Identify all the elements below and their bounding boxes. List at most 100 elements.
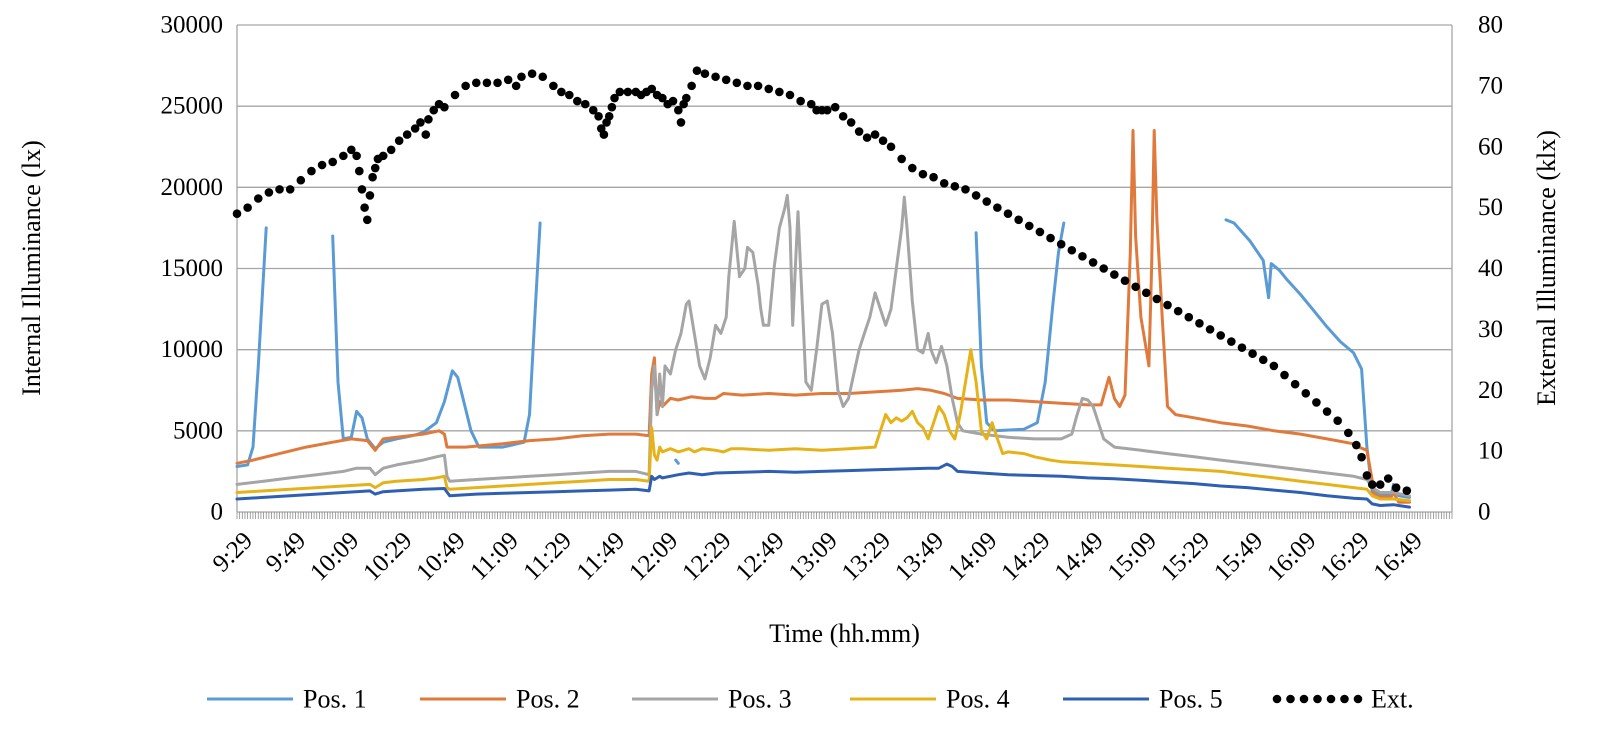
left-y-tick-label: 30000: [161, 12, 224, 39]
series-ext-point: [1357, 452, 1366, 462]
series-ext-point: [378, 151, 388, 161]
series-ext-point: [1351, 440, 1361, 450]
x-tick-label: 10:29: [358, 527, 417, 586]
left-y-axis: 0 5000 10000 15000 20000 25000 30000: [161, 12, 224, 526]
series-ext-point: [1344, 428, 1353, 438]
x-tick-label: 9:29: [208, 527, 259, 578]
series-ext-point: [296, 175, 306, 185]
series-ext-point: [1195, 318, 1204, 328]
x-tick-label: 16:29: [1315, 527, 1374, 586]
x-tick-label: 15:49: [1209, 527, 1268, 586]
series-ext-point: [580, 99, 590, 109]
series-pos-1-line: [1224, 218, 1411, 499]
x-tick-label: 14:09: [943, 527, 1002, 586]
series-ext-point: [1367, 480, 1377, 489]
series-ext-point: [1078, 252, 1087, 261]
series-ext-point: [615, 87, 625, 97]
series-ext-point: [796, 96, 805, 106]
series-ext-point: [674, 105, 683, 115]
series-ext-point: [360, 203, 369, 212]
x-tick-label: 15:09: [1103, 527, 1162, 586]
series-ext-point: [565, 90, 574, 100]
series-ext-point: [846, 118, 856, 127]
x-tick-label: 11:09: [465, 527, 524, 586]
series-ext-point: [1099, 264, 1109, 273]
legend: Pos. 1 Pos. 2 Pos. 3 Pos. 4 Pos. 5 Ext.: [207, 685, 1414, 714]
series-ext-point: [461, 81, 470, 91]
series-ext-point: [368, 172, 377, 182]
x-tick-label: 13:29: [837, 527, 896, 586]
series-ext-point: [854, 127, 864, 136]
right-y-tick-label: 70: [1478, 72, 1503, 99]
legend-label-pos-1: Pos. 1: [303, 685, 367, 714]
series-ext-point: [511, 81, 521, 91]
series-ext-point: [1056, 239, 1066, 249]
series-ext-point: [440, 102, 449, 112]
series-ext-point: [1362, 471, 1372, 480]
series-ext-point: [347, 145, 356, 155]
series-ext-point: [1312, 398, 1321, 407]
series-ext-point: [1237, 343, 1247, 352]
right-y-tick-label: 0: [1478, 499, 1491, 526]
series-ext-point: [982, 197, 992, 206]
series-ext-point: [676, 118, 686, 127]
series-ext-point: [822, 105, 832, 115]
series-ext-point: [1290, 379, 1300, 389]
right-y-tick-label: 30: [1478, 316, 1503, 343]
x-axis-title: Time (hh.mm): [769, 619, 920, 648]
series-ext-point: [386, 145, 396, 155]
series-ext-point: [416, 118, 425, 127]
series-ext-point: [1163, 300, 1172, 310]
series-ext-point: [753, 81, 763, 91]
series-ext-point: [1383, 474, 1393, 483]
series-ext-point: [482, 78, 492, 88]
series-ext-point: [806, 99, 816, 109]
series-ext-point: [607, 102, 617, 112]
series-ext-point: [743, 81, 752, 91]
plot-area: [232, 66, 1412, 509]
series-ext-point: [1152, 294, 1162, 304]
series-ext-point: [1322, 407, 1332, 416]
legend-swatch-ext: [1353, 694, 1363, 704]
series-ext-point: [370, 163, 380, 173]
legend-swatch-ext: [1286, 694, 1295, 704]
series-ext-point: [243, 203, 252, 212]
series-ext-point: [357, 185, 367, 194]
series-ext-point: [1046, 233, 1055, 243]
x-tick-label: 11:29: [518, 527, 577, 586]
series-ext-point: [1248, 349, 1257, 359]
left-y-tick-label: 15000: [161, 255, 224, 282]
x-tick-label: 12:09: [624, 527, 683, 586]
series-ext-point: [907, 163, 917, 173]
x-tick-label: 11:49: [572, 527, 631, 586]
series-ext-point: [285, 185, 295, 194]
series-pos-4-line: [235, 348, 1411, 503]
series-ext-point: [275, 185, 284, 194]
series-ext-point: [1184, 312, 1194, 322]
series-ext-point: [1301, 388, 1311, 398]
series-ext-point: [687, 81, 696, 91]
series-ext-point: [352, 151, 361, 161]
series-ext-point: [692, 66, 702, 75]
series-ext-point: [939, 178, 949, 188]
series-ext-point: [365, 191, 375, 200]
series-ext-point: [1227, 337, 1236, 346]
series-pos-1-line: [974, 221, 1066, 433]
series-ext-point: [1141, 288, 1151, 298]
series-ext-point: [711, 72, 720, 82]
legend-label-pos-4: Pos. 4: [946, 685, 1010, 714]
series-ext-point: [961, 185, 970, 194]
series-ext-point: [1088, 258, 1098, 267]
x-tick-label: 16:49: [1369, 527, 1428, 586]
series-ext-point: [538, 72, 548, 82]
series-ext-point: [362, 215, 372, 225]
series-ext-point: [1173, 306, 1183, 316]
series-ext-point: [700, 69, 710, 78]
series-ext-point: [503, 75, 513, 85]
series-ext-point: [421, 130, 431, 139]
series-ext-point: [1110, 270, 1119, 279]
series-ext-point: [1067, 245, 1077, 255]
series-ext-point: [549, 81, 558, 91]
series-ext-point: [1333, 416, 1342, 425]
